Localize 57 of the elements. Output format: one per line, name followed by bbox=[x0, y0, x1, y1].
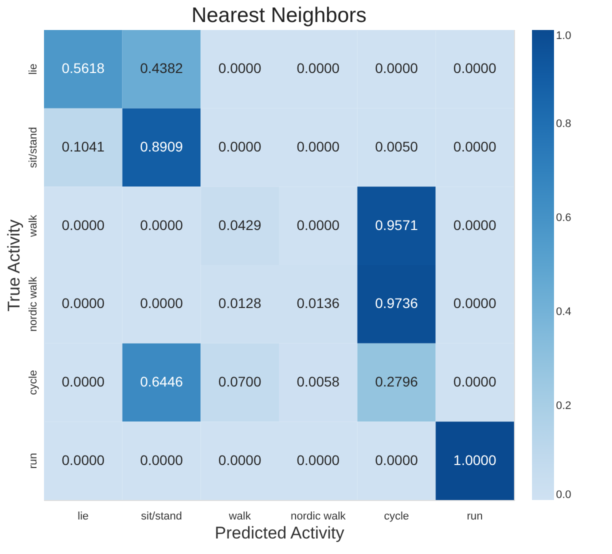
data-label: 0.0000 bbox=[453, 295, 496, 312]
data-label: 0.0000 bbox=[62, 295, 105, 312]
data-label: 0.0050 bbox=[375, 138, 418, 154]
y-tick-label: sit/stand bbox=[28, 127, 40, 168]
y-tick-label: lie bbox=[28, 64, 40, 75]
data-label: 0.6446 bbox=[140, 374, 184, 390]
data-label: 0.0058 bbox=[296, 374, 340, 390]
x-tick-label: cycle bbox=[384, 510, 410, 522]
color-bar-label: 0.0 bbox=[556, 489, 572, 501]
data-label: 0.0700 bbox=[218, 374, 262, 390]
y-tick-label: cycle bbox=[28, 370, 40, 396]
data-label: 0.0000 bbox=[453, 216, 496, 233]
data-label: 0.0429 bbox=[218, 216, 262, 233]
data-label: 0.9571 bbox=[375, 216, 418, 233]
chart-title: Nearest Neighbors bbox=[191, 4, 367, 27]
data-label: 0.1041 bbox=[62, 138, 105, 154]
data-label: 0.0000 bbox=[375, 452, 418, 468]
data-label: 0.2796 bbox=[375, 374, 418, 390]
data-label: 0.0000 bbox=[296, 452, 340, 468]
data-label: 0.5618 bbox=[62, 60, 105, 76]
y-tick-label: nordic walk bbox=[28, 276, 40, 332]
data-label: 0.0128 bbox=[218, 295, 262, 312]
data-label: 0.0000 bbox=[218, 452, 262, 468]
color-bar-label: 0.6 bbox=[556, 212, 572, 224]
data-label: 0.0000 bbox=[140, 452, 184, 468]
data-label: 0.4382 bbox=[140, 60, 184, 76]
data-label: 0.0000 bbox=[296, 138, 340, 154]
data-label: 0.0000 bbox=[62, 374, 105, 390]
data-label: 0.9736 bbox=[375, 295, 418, 312]
y-tick-label: walk bbox=[28, 214, 40, 238]
data-label: 0.0000 bbox=[140, 216, 184, 233]
data-label: 0.0000 bbox=[375, 60, 418, 76]
data-label: 0.0000 bbox=[218, 138, 262, 154]
y-axis-title: True Activity bbox=[4, 219, 24, 312]
x-tick-label: lie bbox=[78, 510, 89, 522]
color-bar-label: 0.4 bbox=[556, 306, 572, 318]
data-label: 0.0000 bbox=[62, 452, 105, 468]
data-label: 0.0000 bbox=[453, 60, 496, 76]
x-tick-label: walk bbox=[228, 510, 252, 522]
data-label: 0.0000 bbox=[453, 138, 496, 154]
data-label: 1.0000 bbox=[453, 452, 496, 468]
data-label: 0.8909 bbox=[140, 138, 184, 154]
data-label: 0.0000 bbox=[453, 374, 496, 390]
y-tick-label: run bbox=[28, 452, 40, 469]
x-axis-title: Predicted Activity bbox=[214, 524, 345, 542]
x-tick-label: sit/stand bbox=[141, 510, 182, 522]
color-bar-label: 1.0 bbox=[556, 30, 572, 42]
data-label: 0.0000 bbox=[296, 60, 340, 76]
data-label: 0.0000 bbox=[296, 216, 340, 233]
color-bar-label: 0.2 bbox=[556, 400, 572, 412]
data-label: 0.0000 bbox=[62, 216, 105, 233]
x-tick-label: run bbox=[466, 510, 483, 522]
color-bar-label: 0.8 bbox=[556, 118, 572, 130]
data-label: 0.0136 bbox=[296, 295, 340, 312]
data-label: 0.0000 bbox=[218, 60, 262, 76]
x-tick-label: nordic walk bbox=[290, 510, 346, 522]
data-label: 0.0000 bbox=[140, 295, 184, 312]
